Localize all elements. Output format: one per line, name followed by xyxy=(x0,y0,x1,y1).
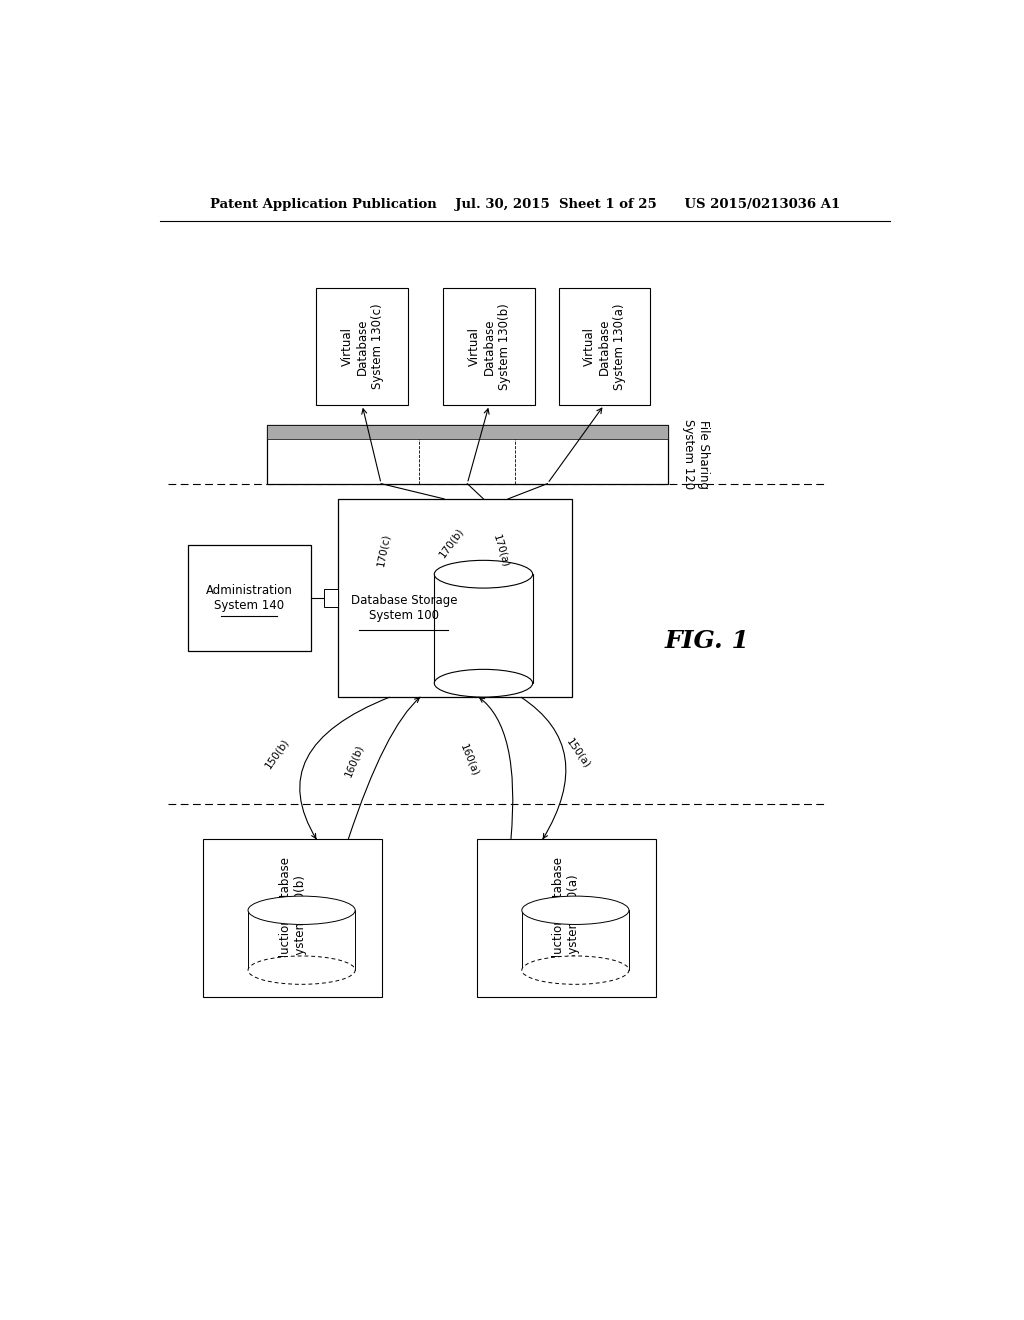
Text: Patent Application Publication    Jul. 30, 2015  Sheet 1 of 25      US 2015/0213: Patent Application Publication Jul. 30, … xyxy=(210,198,840,211)
FancyBboxPatch shape xyxy=(558,288,650,405)
FancyBboxPatch shape xyxy=(434,574,532,684)
Text: 150(a): 150(a) xyxy=(565,737,593,770)
Text: File Sharing
System 120: File Sharing System 120 xyxy=(682,420,710,490)
Text: 160(b): 160(b) xyxy=(343,742,366,777)
Text: 160(a): 160(a) xyxy=(458,742,480,777)
Ellipse shape xyxy=(522,896,629,924)
Text: 170(a): 170(a) xyxy=(492,533,511,569)
Text: Administration
System 140: Administration System 140 xyxy=(206,583,293,612)
Text: Virtual
Database
System 130(b): Virtual Database System 130(b) xyxy=(468,304,511,389)
Ellipse shape xyxy=(248,956,355,985)
FancyBboxPatch shape xyxy=(338,499,572,697)
Text: 170(c): 170(c) xyxy=(376,532,391,568)
FancyBboxPatch shape xyxy=(267,425,668,440)
Text: Database Storage
System 100: Database Storage System 100 xyxy=(350,594,457,622)
Text: Production Database
System 110(a): Production Database System 110(a) xyxy=(553,857,581,979)
FancyBboxPatch shape xyxy=(443,288,535,405)
Text: Virtual
Database
System 130(a): Virtual Database System 130(a) xyxy=(583,304,626,389)
FancyBboxPatch shape xyxy=(316,288,408,405)
FancyBboxPatch shape xyxy=(522,911,629,970)
Ellipse shape xyxy=(434,669,532,697)
FancyBboxPatch shape xyxy=(477,840,655,997)
Text: 170(b): 170(b) xyxy=(437,525,466,560)
Text: 150(b): 150(b) xyxy=(263,737,291,770)
FancyBboxPatch shape xyxy=(324,589,338,607)
FancyBboxPatch shape xyxy=(267,425,668,483)
FancyBboxPatch shape xyxy=(204,840,382,997)
Ellipse shape xyxy=(434,560,532,589)
Text: Production Database
System 110(b): Production Database System 110(b) xyxy=(279,857,306,979)
FancyBboxPatch shape xyxy=(187,545,310,651)
Ellipse shape xyxy=(248,896,355,924)
FancyBboxPatch shape xyxy=(248,911,355,970)
Ellipse shape xyxy=(522,956,629,985)
Text: Virtual
Database
System 130(c): Virtual Database System 130(c) xyxy=(341,304,384,389)
Text: FIG. 1: FIG. 1 xyxy=(665,630,750,653)
